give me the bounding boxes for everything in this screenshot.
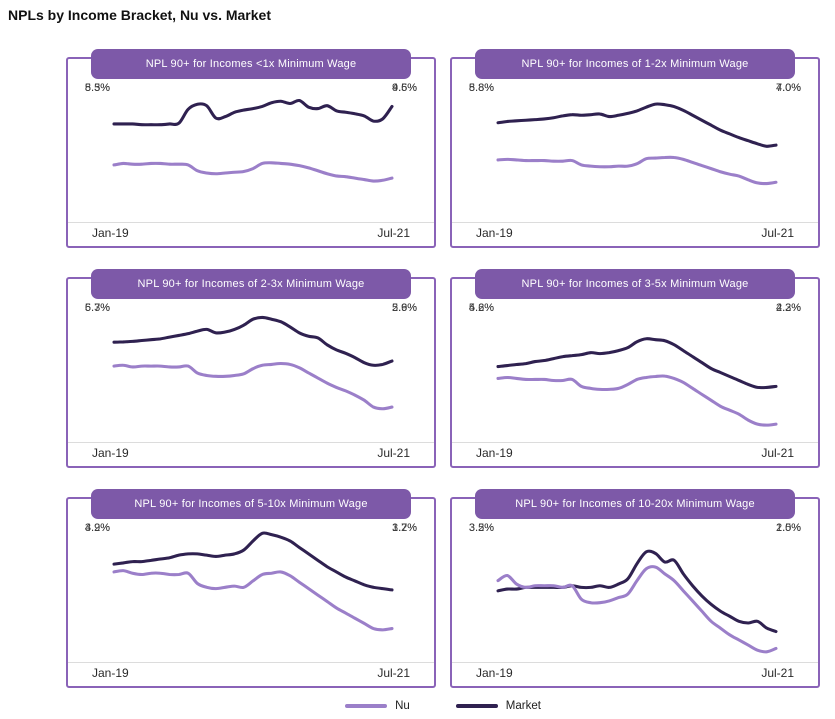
plot-area: 5.2% 4.6% 4.2% 2.3% bbox=[452, 301, 818, 443]
chart-panel-3-5x: NPL 90+ for Incomes of 3-5x Minimum Wage… bbox=[450, 269, 820, 468]
chart-title: NPL 90+ for Incomes of 2-3x Minimum Wage bbox=[91, 269, 411, 299]
chart-panel-lt1x: NPL 90+ for Incomes <1x Minimum Wage 8.3… bbox=[66, 49, 436, 248]
nu-start-value-label: 3.5% bbox=[468, 522, 494, 534]
plot-area: 4.2% 3.9% 3.2% 1.7% bbox=[68, 521, 434, 663]
chart-title: NPL 90+ for Incomes of 3-5x Minimum Wage bbox=[475, 269, 795, 299]
nu-end-value-label: 2.9% bbox=[392, 302, 418, 314]
line-plot bbox=[496, 337, 778, 427]
legend-item-nu: Nu bbox=[345, 700, 410, 712]
legend-item-market: Market bbox=[455, 700, 541, 712]
x-label-end: Jul-21 bbox=[377, 226, 410, 240]
x-label-start: Jan-19 bbox=[476, 226, 513, 240]
legend-label-market: Market bbox=[505, 700, 541, 712]
nu-line-swatch-icon bbox=[345, 704, 388, 708]
line-plot bbox=[112, 315, 394, 411]
line-plot bbox=[496, 549, 778, 654]
x-axis-labels: Jan-19 Jul-21 bbox=[68, 662, 434, 684]
nu-end-value-label: 4.0% bbox=[776, 82, 802, 94]
x-axis-labels: Jan-19 Jul-21 bbox=[452, 662, 818, 684]
legend-label-nu: Nu bbox=[395, 700, 410, 712]
chart-title: NPL 90+ for Incomes of 1-2x Minimum Wage bbox=[475, 49, 795, 79]
nu-end-value-label: 1.5% bbox=[776, 522, 802, 534]
x-axis-labels: Jan-19 Jul-21 bbox=[452, 442, 818, 464]
x-label-end: Jul-21 bbox=[377, 446, 410, 460]
nu-start-value-label: 3.9% bbox=[84, 522, 110, 534]
market-end-value-label: 7.0% bbox=[776, 82, 802, 94]
x-label-end: Jul-21 bbox=[377, 666, 410, 680]
chart-panel-2-3x: NPL 90+ for Incomes of 2-3x Minimum Wage… bbox=[66, 269, 436, 468]
x-label-end: Jul-21 bbox=[761, 226, 794, 240]
market-line-swatch-icon bbox=[455, 704, 498, 708]
nu-end-value-label: 2.3% bbox=[776, 302, 802, 314]
line-plot bbox=[496, 102, 778, 186]
market-end-value-label: 3.2% bbox=[392, 522, 418, 534]
chart-title: NPL 90+ for Incomes <1x Minimum Wage bbox=[91, 49, 411, 79]
chart-panel-5-10x: NPL 90+ for Incomes of 5-10x Minimum Wag… bbox=[66, 489, 436, 688]
nu-end-value-label: 4.6% bbox=[392, 82, 418, 94]
market-start-value-label: 8.8% bbox=[468, 82, 494, 94]
chart-title: NPL 90+ for Incomes of 10-20x Minimum Wa… bbox=[475, 489, 795, 519]
x-axis-labels: Jan-19 Jul-21 bbox=[68, 442, 434, 464]
market-end-value-label: 5.6% bbox=[392, 302, 418, 314]
plot-area: 8.3% 5.5% 9.5% 4.6% bbox=[68, 81, 434, 223]
page-title: NPLs by Income Bracket, Nu vs. Market bbox=[8, 7, 271, 23]
plot-area: 6.7% 5.3% 5.6% 2.9% bbox=[68, 301, 434, 443]
line-plot bbox=[112, 531, 394, 632]
market-start-value-label: 8.3% bbox=[84, 82, 110, 94]
market-start-value-label: 6.7% bbox=[84, 302, 110, 314]
x-axis-labels: Jan-19 Jul-21 bbox=[452, 222, 818, 244]
market-end-value-label: 9.5% bbox=[392, 82, 418, 94]
x-label-end: Jul-21 bbox=[761, 666, 794, 680]
market-start-value-label: 3.2% bbox=[468, 522, 494, 534]
x-label-start: Jan-19 bbox=[92, 666, 129, 680]
x-label-start: Jan-19 bbox=[476, 666, 513, 680]
nu-start-value-label: 4.6% bbox=[468, 302, 494, 314]
nu-start-value-label: 5.5% bbox=[84, 82, 110, 94]
charts-grid: NPL 90+ for Incomes <1x Minimum Wage 8.3… bbox=[66, 49, 820, 688]
chart-panel-1-2x: NPL 90+ for Incomes of 1-2x Minimum Wage… bbox=[450, 49, 820, 248]
nu-end-value-label: 1.7% bbox=[392, 522, 418, 534]
x-axis-labels: Jan-19 Jul-21 bbox=[68, 222, 434, 244]
market-start-value-label: 4.2% bbox=[84, 522, 110, 534]
chart-panel-10-20x: NPL 90+ for Incomes of 10-20x Minimum Wa… bbox=[450, 489, 820, 688]
x-label-start: Jan-19 bbox=[92, 446, 129, 460]
x-label-start: Jan-19 bbox=[92, 226, 129, 240]
plot-area: 3.5% 3.2% 2.0% 1.5% bbox=[452, 521, 818, 663]
plot-area: 8.8% 5.8% 7.0% 4.0% bbox=[452, 81, 818, 223]
nu-start-value-label: 5.8% bbox=[468, 82, 494, 94]
x-label-end: Jul-21 bbox=[761, 446, 794, 460]
nu-start-value-label: 5.3% bbox=[84, 302, 110, 314]
x-label-start: Jan-19 bbox=[476, 446, 513, 460]
legend: Nu Market bbox=[66, 700, 820, 712]
market-end-value-label: 2.0% bbox=[776, 522, 802, 534]
chart-title: NPL 90+ for Incomes of 5-10x Minimum Wag… bbox=[91, 489, 411, 519]
market-start-value-label: 5.2% bbox=[468, 302, 494, 314]
market-end-value-label: 4.2% bbox=[776, 302, 802, 314]
line-plot bbox=[112, 98, 394, 183]
